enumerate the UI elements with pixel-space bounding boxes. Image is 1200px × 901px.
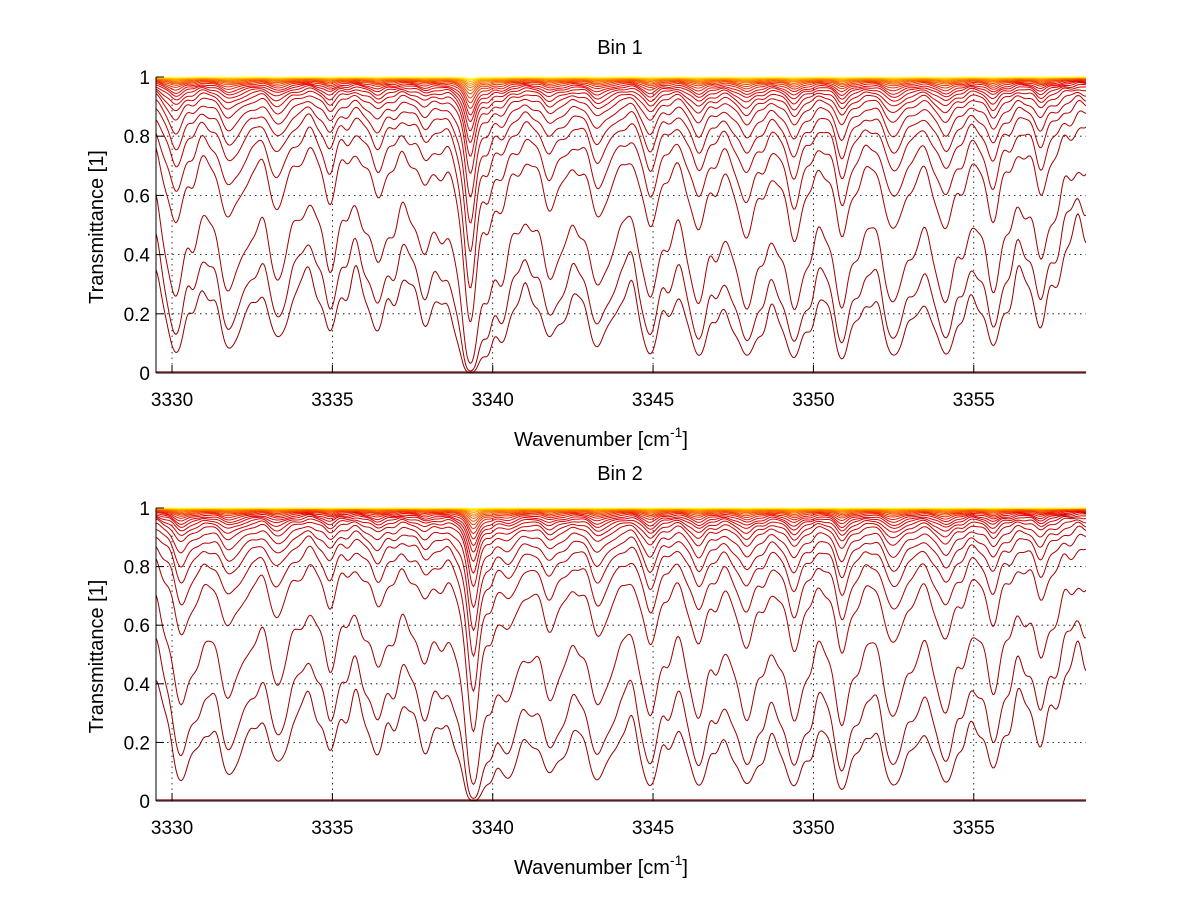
series-line <box>156 83 1086 143</box>
x-tick-label: 3330 <box>151 390 193 411</box>
series-line <box>156 110 1086 289</box>
series-line <box>156 81 1086 132</box>
y-tick-label: 0.8 <box>124 558 150 579</box>
y-axis-label: Transmittance [1] <box>86 150 108 304</box>
x-tick-label: 3345 <box>632 818 674 839</box>
series-line <box>156 89 1086 174</box>
series-line <box>156 80 1086 123</box>
x-tick-label: 3340 <box>472 390 514 411</box>
series-line <box>156 517 1086 588</box>
series-line <box>156 198 1086 372</box>
x-axis-label: Wavenumber [cm-1] <box>514 852 688 879</box>
chart-title: Bin 2 <box>597 463 643 485</box>
series-line <box>156 76 1086 79</box>
y-tick-label: 0.6 <box>124 186 150 207</box>
x-tick-label: 3340 <box>472 818 514 839</box>
chart-panel-1: 3330 3335 3340 3345 3350 3355 0 0.2 0.4 0.6 0.8 1 Bi… <box>86 37 1086 451</box>
series-line <box>156 640 1086 801</box>
series-line <box>156 521 1086 632</box>
series-line <box>156 509 1086 530</box>
series-line <box>156 620 1086 799</box>
series-line <box>156 587 1086 786</box>
series-line <box>156 509 1086 526</box>
x-tick-label: 3345 <box>632 390 674 411</box>
chart-panel-2: 3330 3335 3340 3345 3350 3355 0 0.2 0.4 0.6 0.8 1 Bi… <box>86 463 1086 879</box>
y-tick-label: 0.8 <box>124 127 150 148</box>
series-line <box>156 99 1086 253</box>
series-group <box>156 507 1086 801</box>
series-line <box>156 525 1086 658</box>
series-line <box>156 513 1086 563</box>
series-line <box>156 171 1086 364</box>
plot-area <box>156 508 1086 801</box>
x-tick-label: 3350 <box>792 390 834 411</box>
x-tick-label: 3350 <box>792 818 834 839</box>
y-tick-label: 0 <box>139 792 150 813</box>
series-line <box>156 519 1086 609</box>
series-group <box>156 76 1086 373</box>
series-line <box>156 515 1086 574</box>
y-tick-label: 1 <box>139 68 150 89</box>
series-line <box>156 548 1086 733</box>
x-tick-label: 3355 <box>953 818 995 839</box>
series-line <box>156 510 1086 540</box>
y-tick-label: 1 <box>139 499 150 520</box>
x-tick-label: 3335 <box>311 818 353 839</box>
grid <box>156 508 1086 801</box>
series-line <box>156 79 1086 104</box>
series-line <box>156 92 1086 198</box>
x-tick-label: 3355 <box>953 390 995 411</box>
series-line <box>156 94 1086 224</box>
y-tick-label: 0.4 <box>124 675 151 696</box>
y-tick-label: 0.6 <box>124 616 150 637</box>
series-line <box>156 126 1086 323</box>
x-axis-label: Wavenumber [cm-1] <box>514 424 688 451</box>
y-axis-label: Transmittance [1] <box>86 580 108 734</box>
series-line <box>156 511 1086 547</box>
series-line <box>156 510 1086 535</box>
y-tick-label: 0.2 <box>124 305 150 326</box>
grid <box>156 77 1086 373</box>
y-tick-label: 0 <box>139 364 150 385</box>
series-line <box>156 80 1086 109</box>
series-line <box>156 213 1086 373</box>
y-tick-label: 0.4 <box>124 246 151 267</box>
x-tick-label: 3335 <box>311 390 353 411</box>
series-line <box>156 511 1086 553</box>
y-tick-label: 0.2 <box>124 733 150 754</box>
chart-title: Bin 1 <box>597 37 643 59</box>
series-line <box>156 533 1086 693</box>
x-tick-label: 3330 <box>151 818 193 839</box>
series-line <box>156 86 1086 157</box>
series-line <box>156 80 1086 116</box>
series-line <box>156 78 1086 99</box>
